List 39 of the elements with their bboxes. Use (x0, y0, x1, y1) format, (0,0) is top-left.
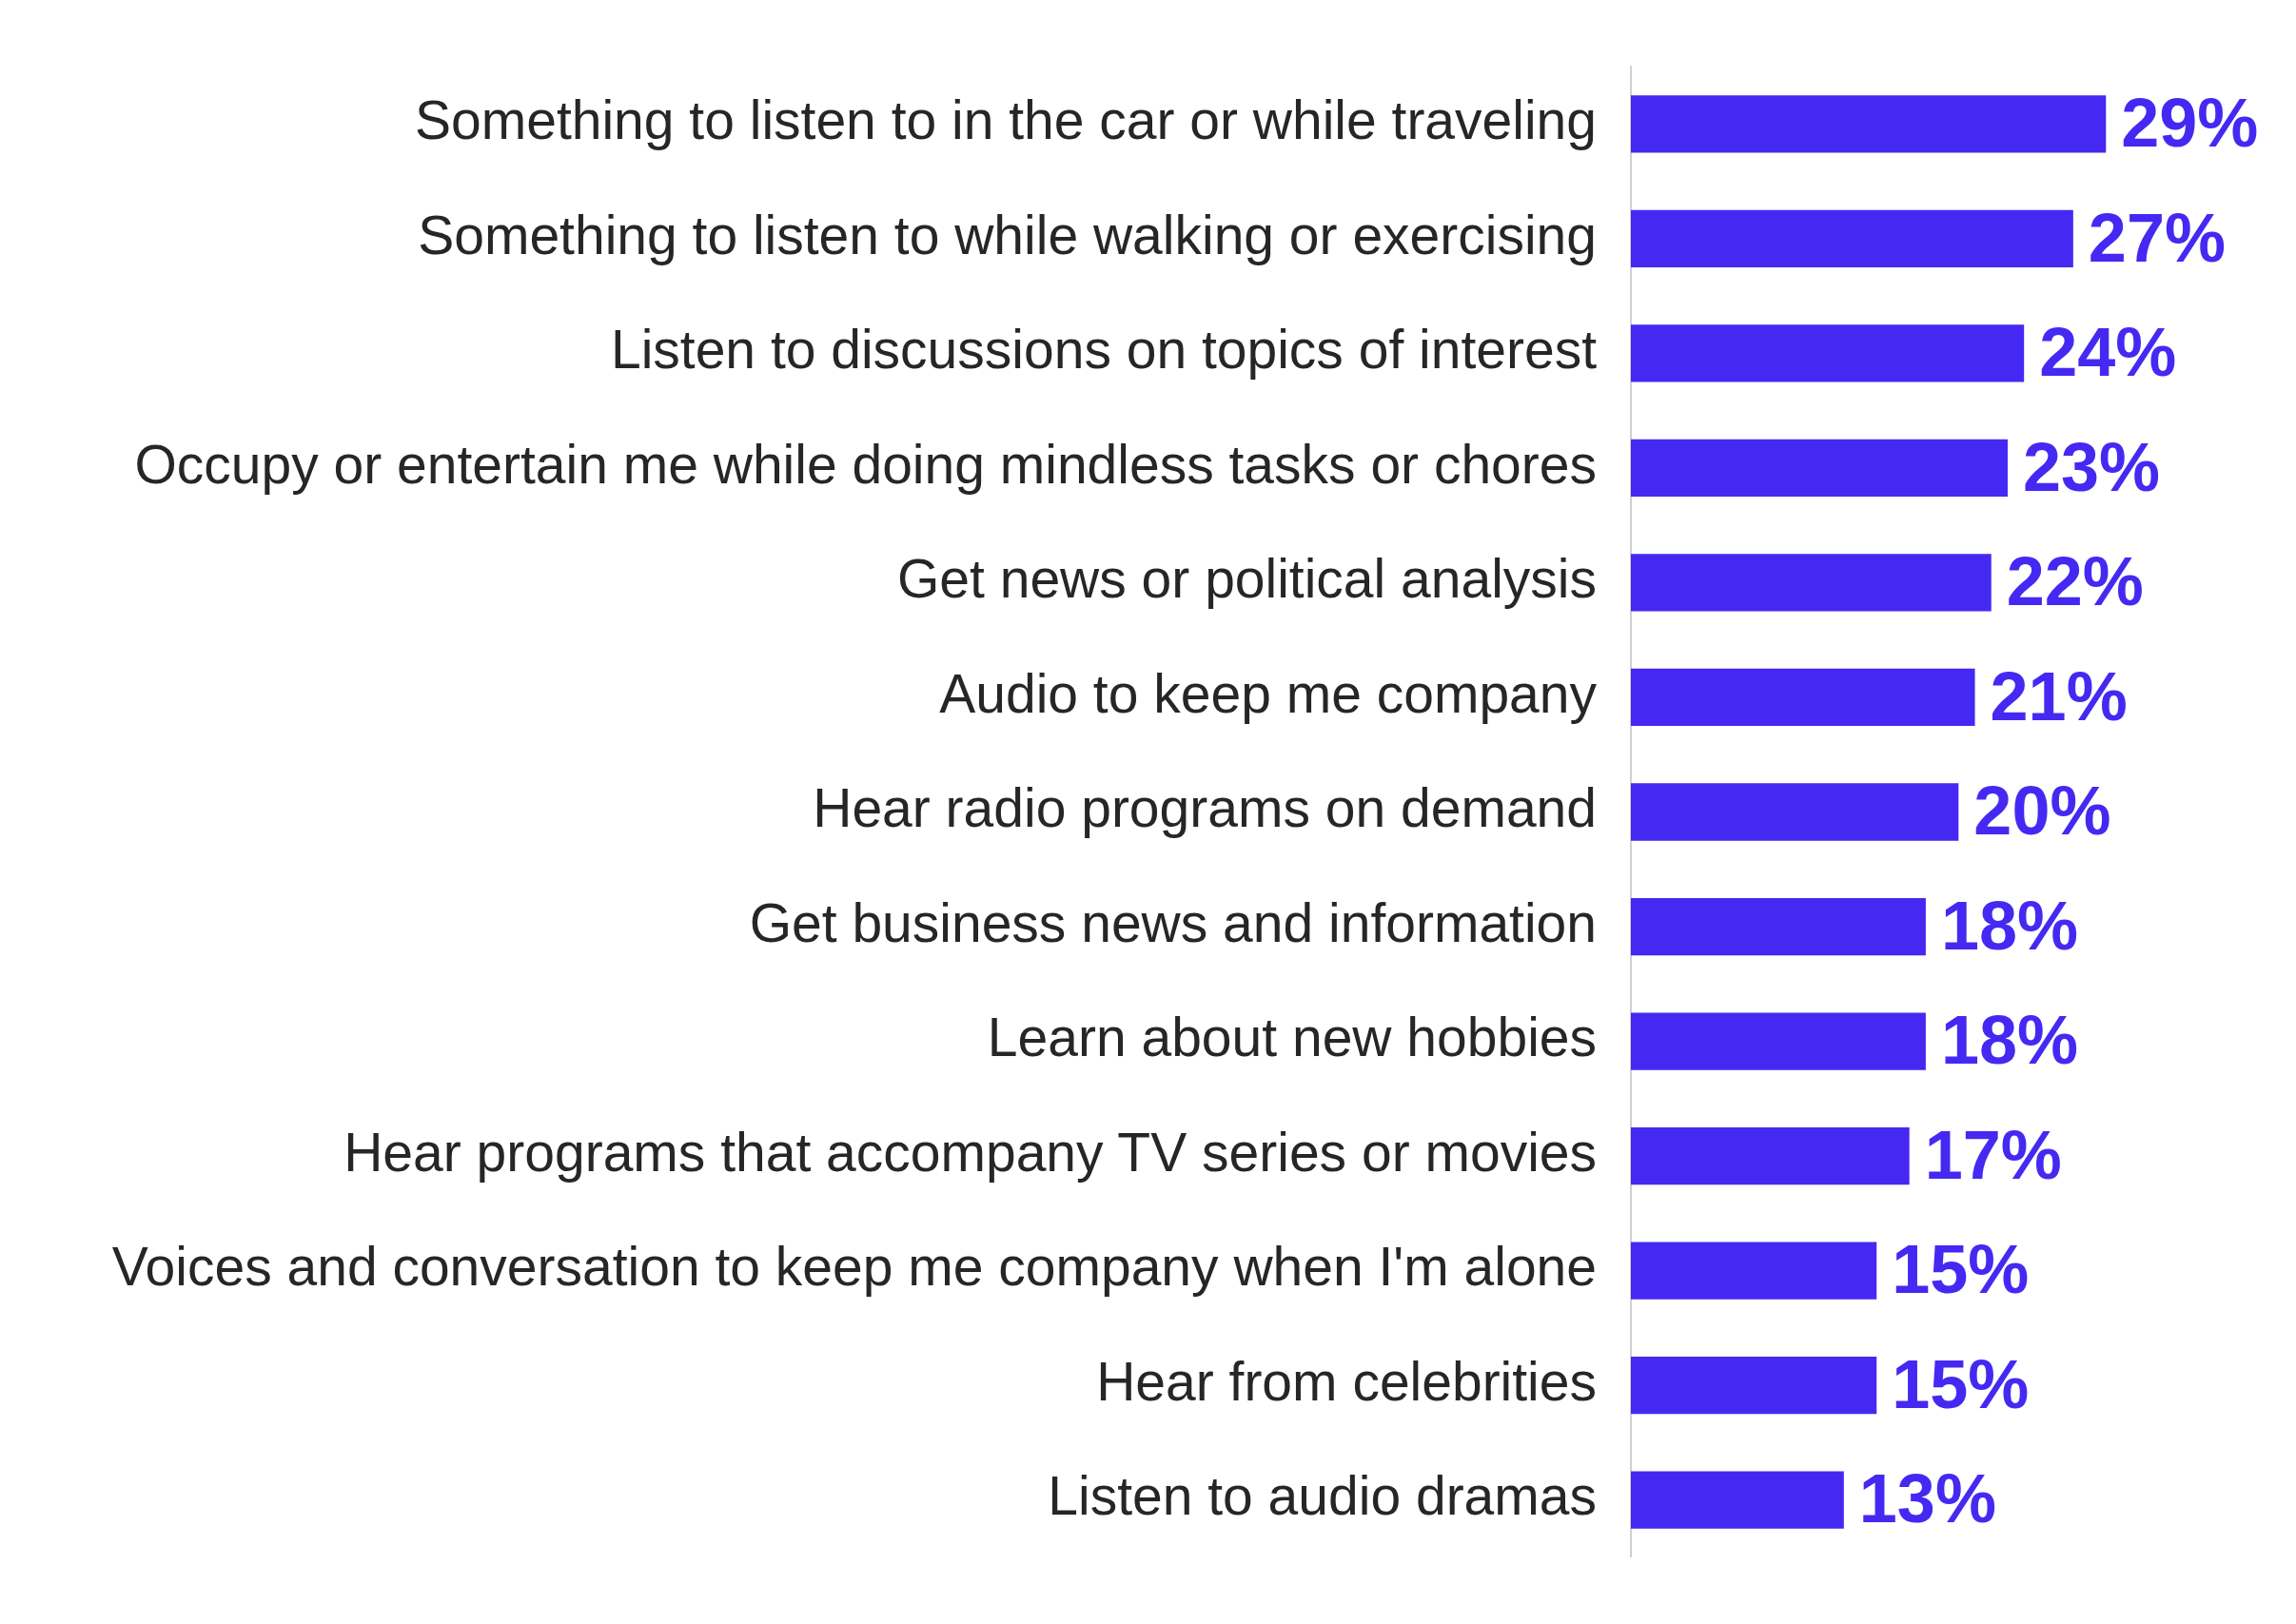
bar (1631, 1012, 1926, 1070)
data-label: 15% (1892, 1345, 2030, 1422)
data-label: 13% (1858, 1460, 1996, 1537)
y-tick-label: Learn about new hobbies (987, 1007, 1597, 1068)
data-label: 17% (1924, 1116, 2062, 1193)
bar (1631, 897, 1926, 956)
data-label: 21% (1990, 657, 2128, 734)
bar (1631, 95, 2107, 153)
data-label: 22% (2006, 543, 2144, 620)
data-label: 29% (2121, 85, 2259, 162)
y-tick-label: Hear radio programs on demand (813, 777, 1597, 839)
bar (1631, 554, 1992, 612)
data-label: 27% (2088, 199, 2226, 276)
bar (1631, 1242, 1877, 1300)
y-tick-label: Hear programs that accompany TV series or movies (343, 1121, 1597, 1183)
y-tick-label: Hear from celebrities (1096, 1350, 1597, 1412)
data-label: 20% (1973, 773, 2111, 850)
bar (1631, 324, 2025, 382)
bar (1631, 668, 1975, 727)
y-tick-label: Listen to audio dramas (1048, 1465, 1597, 1527)
y-tick-label: Occupy or entertain me while doing mindless tasks or chores (134, 433, 1597, 495)
y-tick-label: Voices and conversation to keep me company when I'm alone (111, 1236, 1597, 1298)
data-label: 23% (2022, 428, 2161, 505)
bar (1631, 1356, 1877, 1415)
bar (1631, 1471, 1844, 1529)
data-label: 15% (1892, 1231, 2030, 1308)
y-tick-label: Get news or political analysis (897, 548, 1597, 610)
data-label: 18% (1940, 1002, 2079, 1079)
bar (1631, 783, 1959, 841)
bar (1631, 209, 2073, 268)
y-tick-label: Something to listen to in the car or while traveling (415, 89, 1597, 151)
bar (1631, 1126, 1910, 1185)
y-tick-label: Listen to discussions on topics of interest (610, 319, 1598, 381)
y-tick-label: Audio to keep me company (939, 662, 1598, 724)
data-label: 24% (2039, 314, 2177, 391)
data-label: 18% (1940, 887, 2079, 964)
bar (1631, 439, 2008, 498)
y-tick-label: Something to listen to while walking or exercising (418, 204, 1597, 265)
y-tick-label: Get business news and information (749, 891, 1597, 953)
